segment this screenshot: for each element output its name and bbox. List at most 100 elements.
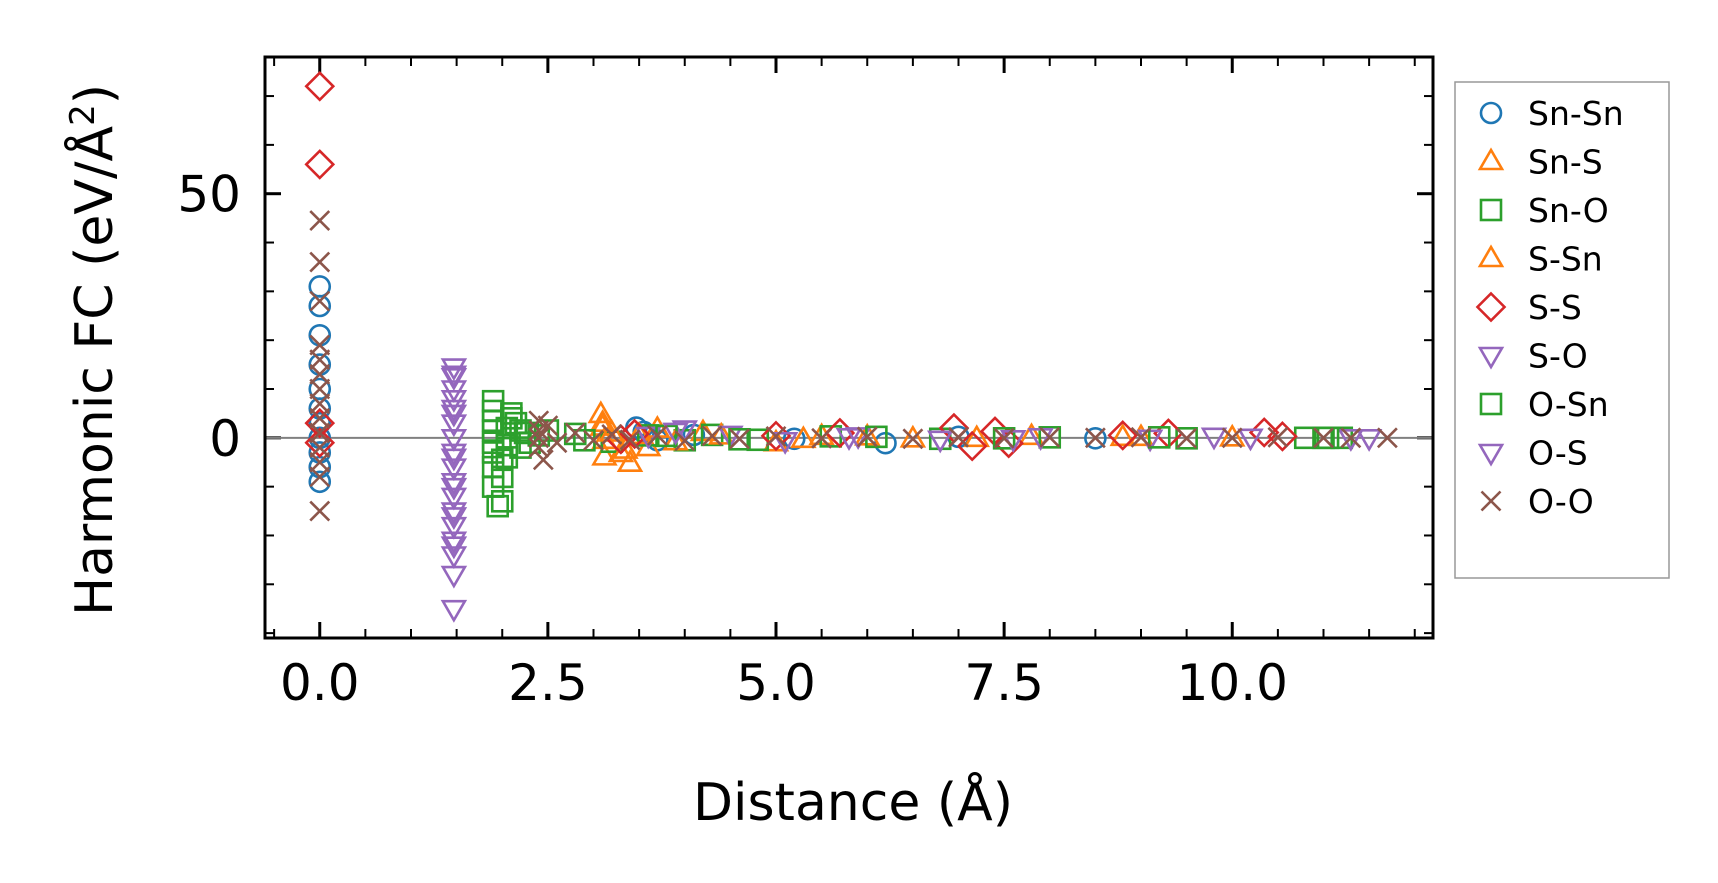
data-point — [308, 294, 332, 318]
data-point — [309, 334, 331, 356]
data-point — [440, 365, 468, 389]
x-axis-title: Distance (Å) — [693, 771, 1013, 833]
legend-marker — [1477, 147, 1505, 171]
data-point — [304, 149, 336, 180]
legend-entry: O-O — [1480, 482, 1594, 521]
data-point — [765, 425, 787, 447]
y-axis-title-close: ) — [65, 84, 125, 104]
legend-marker — [1479, 198, 1503, 222]
data-point — [1018, 422, 1045, 446]
x-tick-label: 0.0 — [280, 654, 360, 712]
data-point — [782, 427, 806, 451]
data-point — [440, 516, 468, 540]
data-point — [528, 437, 550, 459]
data-point — [309, 422, 331, 444]
data-point — [440, 546, 468, 570]
data-point — [790, 425, 817, 449]
data-point — [440, 565, 468, 589]
data-point — [537, 415, 559, 437]
data-point — [308, 470, 332, 494]
legend-label: O-Sn — [1528, 385, 1609, 424]
legend-entry: Sn-O — [1479, 191, 1609, 230]
legend-label: S-O — [1528, 337, 1588, 376]
legend-label: Sn-S — [1528, 143, 1603, 182]
legend-marker — [1477, 244, 1505, 268]
data-point — [309, 393, 331, 415]
data-point — [440, 429, 468, 452]
data-point — [700, 423, 724, 447]
data-points — [304, 70, 1398, 623]
data-point — [993, 427, 1015, 449]
x-tick-label: 10.0 — [1177, 654, 1288, 712]
data-point — [1109, 423, 1137, 447]
y-tick-label: 0 — [209, 410, 241, 468]
plot-area-frame — [263, 55, 1435, 640]
data-point — [309, 378, 331, 400]
y-tick-label: 50 — [177, 166, 241, 224]
data-point — [674, 430, 696, 452]
data-point — [486, 494, 509, 518]
legend-label: Sn-O — [1528, 191, 1609, 230]
series-s-o — [440, 358, 1365, 623]
data-point — [309, 251, 331, 273]
legend-label: S-Sn — [1528, 240, 1603, 279]
legend-entry: O-Sn — [1479, 385, 1609, 424]
data-point — [948, 426, 969, 448]
legend-marker — [1477, 346, 1505, 370]
data-point — [546, 432, 568, 454]
y-axis-title-main: Harmonic FC (eV/Å — [63, 125, 125, 616]
data-point — [729, 428, 750, 450]
data-point — [440, 404, 468, 428]
data-point — [440, 399, 468, 423]
data-point — [646, 424, 668, 446]
data-point — [440, 458, 468, 482]
data-point — [1084, 427, 1106, 449]
legend-entries: Sn-Sn Sn-S Sn-O S-Sn S-S S-O O-Sn O-S O-O — [1475, 94, 1624, 521]
data-point — [528, 427, 550, 449]
data-point — [1313, 427, 1334, 449]
data-point — [1248, 417, 1280, 448]
data-point — [591, 442, 618, 466]
data-point — [1147, 426, 1171, 449]
data-point — [619, 418, 650, 450]
data-point — [1337, 429, 1365, 452]
series-sn-sn — [308, 275, 1107, 494]
data-point — [440, 507, 468, 531]
tick-labels: 0.0 2.5 5.0 7.5 10.0 0 50 — [177, 166, 1288, 712]
y-axis-title: Harmonic FC (eV/Å2) — [63, 84, 125, 616]
data-point — [1218, 423, 1246, 447]
legend-label: O-O — [1528, 482, 1594, 521]
data-point — [309, 466, 331, 488]
legend-marker — [1475, 291, 1507, 323]
data-point — [440, 477, 468, 501]
data-point — [309, 349, 331, 371]
legend-label: Sn-Sn — [1528, 94, 1624, 133]
data-point — [440, 536, 468, 560]
data-point — [440, 502, 468, 526]
data-point — [440, 414, 468, 438]
legend-marker — [1479, 101, 1503, 125]
data-point — [481, 419, 505, 442]
series-o-o — [309, 210, 1398, 522]
data-point — [583, 429, 604, 451]
data-point — [309, 290, 331, 312]
data-point — [309, 500, 331, 522]
data-point — [1176, 427, 1198, 449]
data-point — [1316, 426, 1340, 450]
data-point — [304, 407, 336, 439]
data-point — [856, 426, 878, 448]
data-point — [616, 449, 644, 473]
data-point — [440, 472, 468, 496]
data-point — [440, 531, 468, 555]
data-point — [993, 427, 1025, 459]
data-point — [1340, 427, 1362, 449]
data-point — [1267, 426, 1289, 448]
data-point — [309, 407, 331, 429]
data-point — [532, 449, 554, 471]
data-point — [1200, 427, 1228, 451]
data-point — [308, 353, 332, 376]
data-point — [309, 210, 331, 231]
data-point — [728, 427, 751, 451]
legend-label: S-S — [1528, 288, 1582, 327]
